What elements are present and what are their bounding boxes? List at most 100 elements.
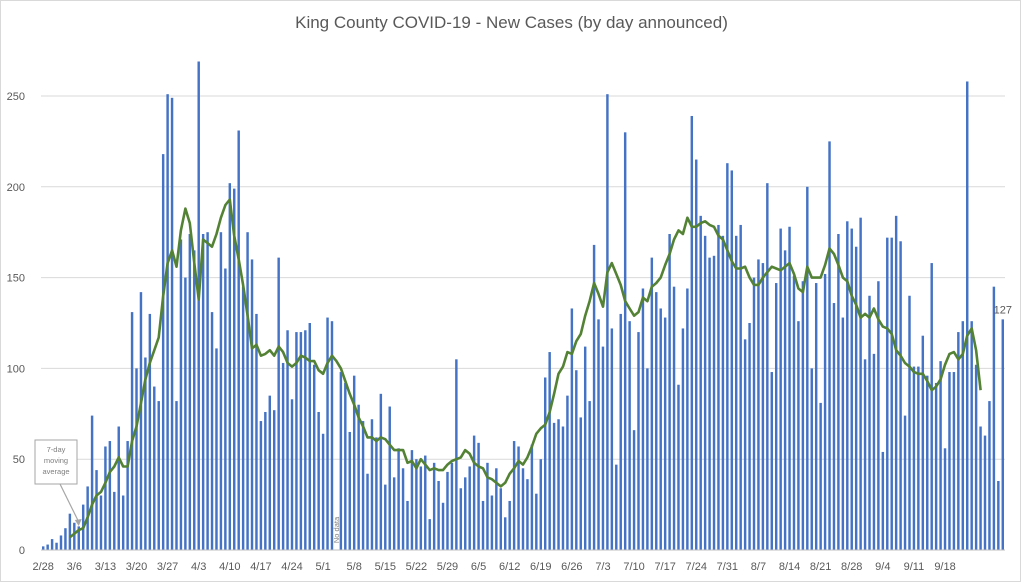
bar	[561, 426, 565, 550]
bar	[175, 401, 178, 550]
bar	[699, 215, 702, 550]
bar	[575, 370, 578, 550]
bar	[814, 283, 818, 550]
x-tick-label: 7/3	[595, 561, 610, 573]
bar	[628, 321, 631, 550]
moving-average-callout: 7-day moving average	[34, 439, 82, 527]
bar	[193, 250, 196, 551]
bar	[415, 459, 418, 550]
bar	[295, 332, 298, 550]
bar	[197, 61, 200, 550]
bar	[299, 332, 303, 550]
bar	[952, 372, 956, 550]
bar	[517, 446, 520, 550]
bar	[641, 288, 645, 550]
bar	[104, 446, 107, 550]
bar	[237, 130, 240, 550]
bar	[832, 303, 836, 550]
bar	[828, 141, 831, 550]
bar	[308, 323, 311, 550]
bar	[846, 221, 849, 550]
x-tick-label: 6/19	[530, 561, 551, 573]
bar	[881, 451, 885, 550]
bar	[268, 395, 272, 550]
bar	[868, 295, 871, 550]
bar	[823, 273, 827, 550]
bar	[606, 94, 609, 551]
bar	[419, 466, 423, 550]
bar	[397, 448, 400, 550]
bar	[330, 321, 334, 550]
bar	[970, 321, 973, 550]
bar	[943, 448, 947, 550]
x-tick-label: 4/3	[191, 561, 206, 573]
bar	[872, 353, 876, 550]
x-tick-label: 7/10	[623, 561, 644, 573]
bar	[819, 402, 822, 550]
bar	[637, 332, 640, 550]
bar	[184, 277, 187, 550]
bar	[366, 473, 369, 550]
bar	[99, 495, 103, 550]
bar	[655, 292, 658, 550]
bar	[917, 366, 920, 550]
bar	[352, 375, 356, 550]
bar	[215, 348, 218, 550]
bar	[441, 502, 445, 550]
bar	[77, 526, 80, 550]
bar	[304, 330, 307, 550]
x-tick-label: 4/10	[219, 561, 240, 573]
bar	[161, 154, 165, 550]
bar	[424, 455, 427, 550]
bar	[841, 317, 845, 550]
bar	[201, 234, 205, 551]
bar	[477, 442, 480, 550]
x-tick-label: 9/11	[904, 561, 925, 573]
bar	[983, 435, 987, 550]
bar	[250, 259, 254, 550]
x-tick-label: 5/29	[437, 561, 458, 573]
callout-line-2: moving	[44, 456, 68, 465]
x-tick-label: 6/5	[471, 561, 486, 573]
bar	[752, 277, 756, 550]
bar	[646, 368, 649, 550]
bar	[375, 437, 378, 550]
bar	[135, 368, 138, 550]
bar	[428, 519, 431, 550]
bar	[974, 364, 978, 550]
bar	[290, 399, 294, 550]
y-axis-ticks: 0 50 100 150 200 250	[7, 91, 25, 557]
bar	[73, 522, 76, 550]
bar	[130, 312, 134, 550]
x-tick-label: 6/26	[561, 561, 582, 573]
bar	[650, 257, 654, 550]
bar	[966, 81, 969, 551]
x-tick-label: 5/8	[347, 561, 362, 573]
bar	[219, 232, 223, 550]
bar	[992, 286, 996, 550]
bar	[157, 401, 160, 550]
bar	[59, 535, 63, 550]
x-tick-label: 4/17	[250, 561, 271, 573]
bar	[726, 163, 729, 550]
bar	[357, 404, 360, 550]
bar	[312, 364, 316, 550]
bar	[721, 235, 725, 550]
x-tick-label: 8/14	[779, 561, 800, 573]
bar	[743, 339, 747, 550]
x-tick-label: 5/15	[375, 561, 396, 573]
bar	[797, 321, 800, 550]
bar	[95, 470, 98, 550]
bar	[863, 359, 867, 550]
bar	[810, 368, 813, 550]
bar	[344, 382, 347, 550]
bar	[64, 528, 67, 550]
bar	[739, 224, 742, 550]
bar	[224, 268, 227, 550]
bar	[632, 430, 636, 550]
y-tick-label: 150	[7, 273, 25, 285]
bar	[450, 462, 454, 550]
bar	[788, 226, 791, 550]
bar	[997, 480, 1000, 550]
